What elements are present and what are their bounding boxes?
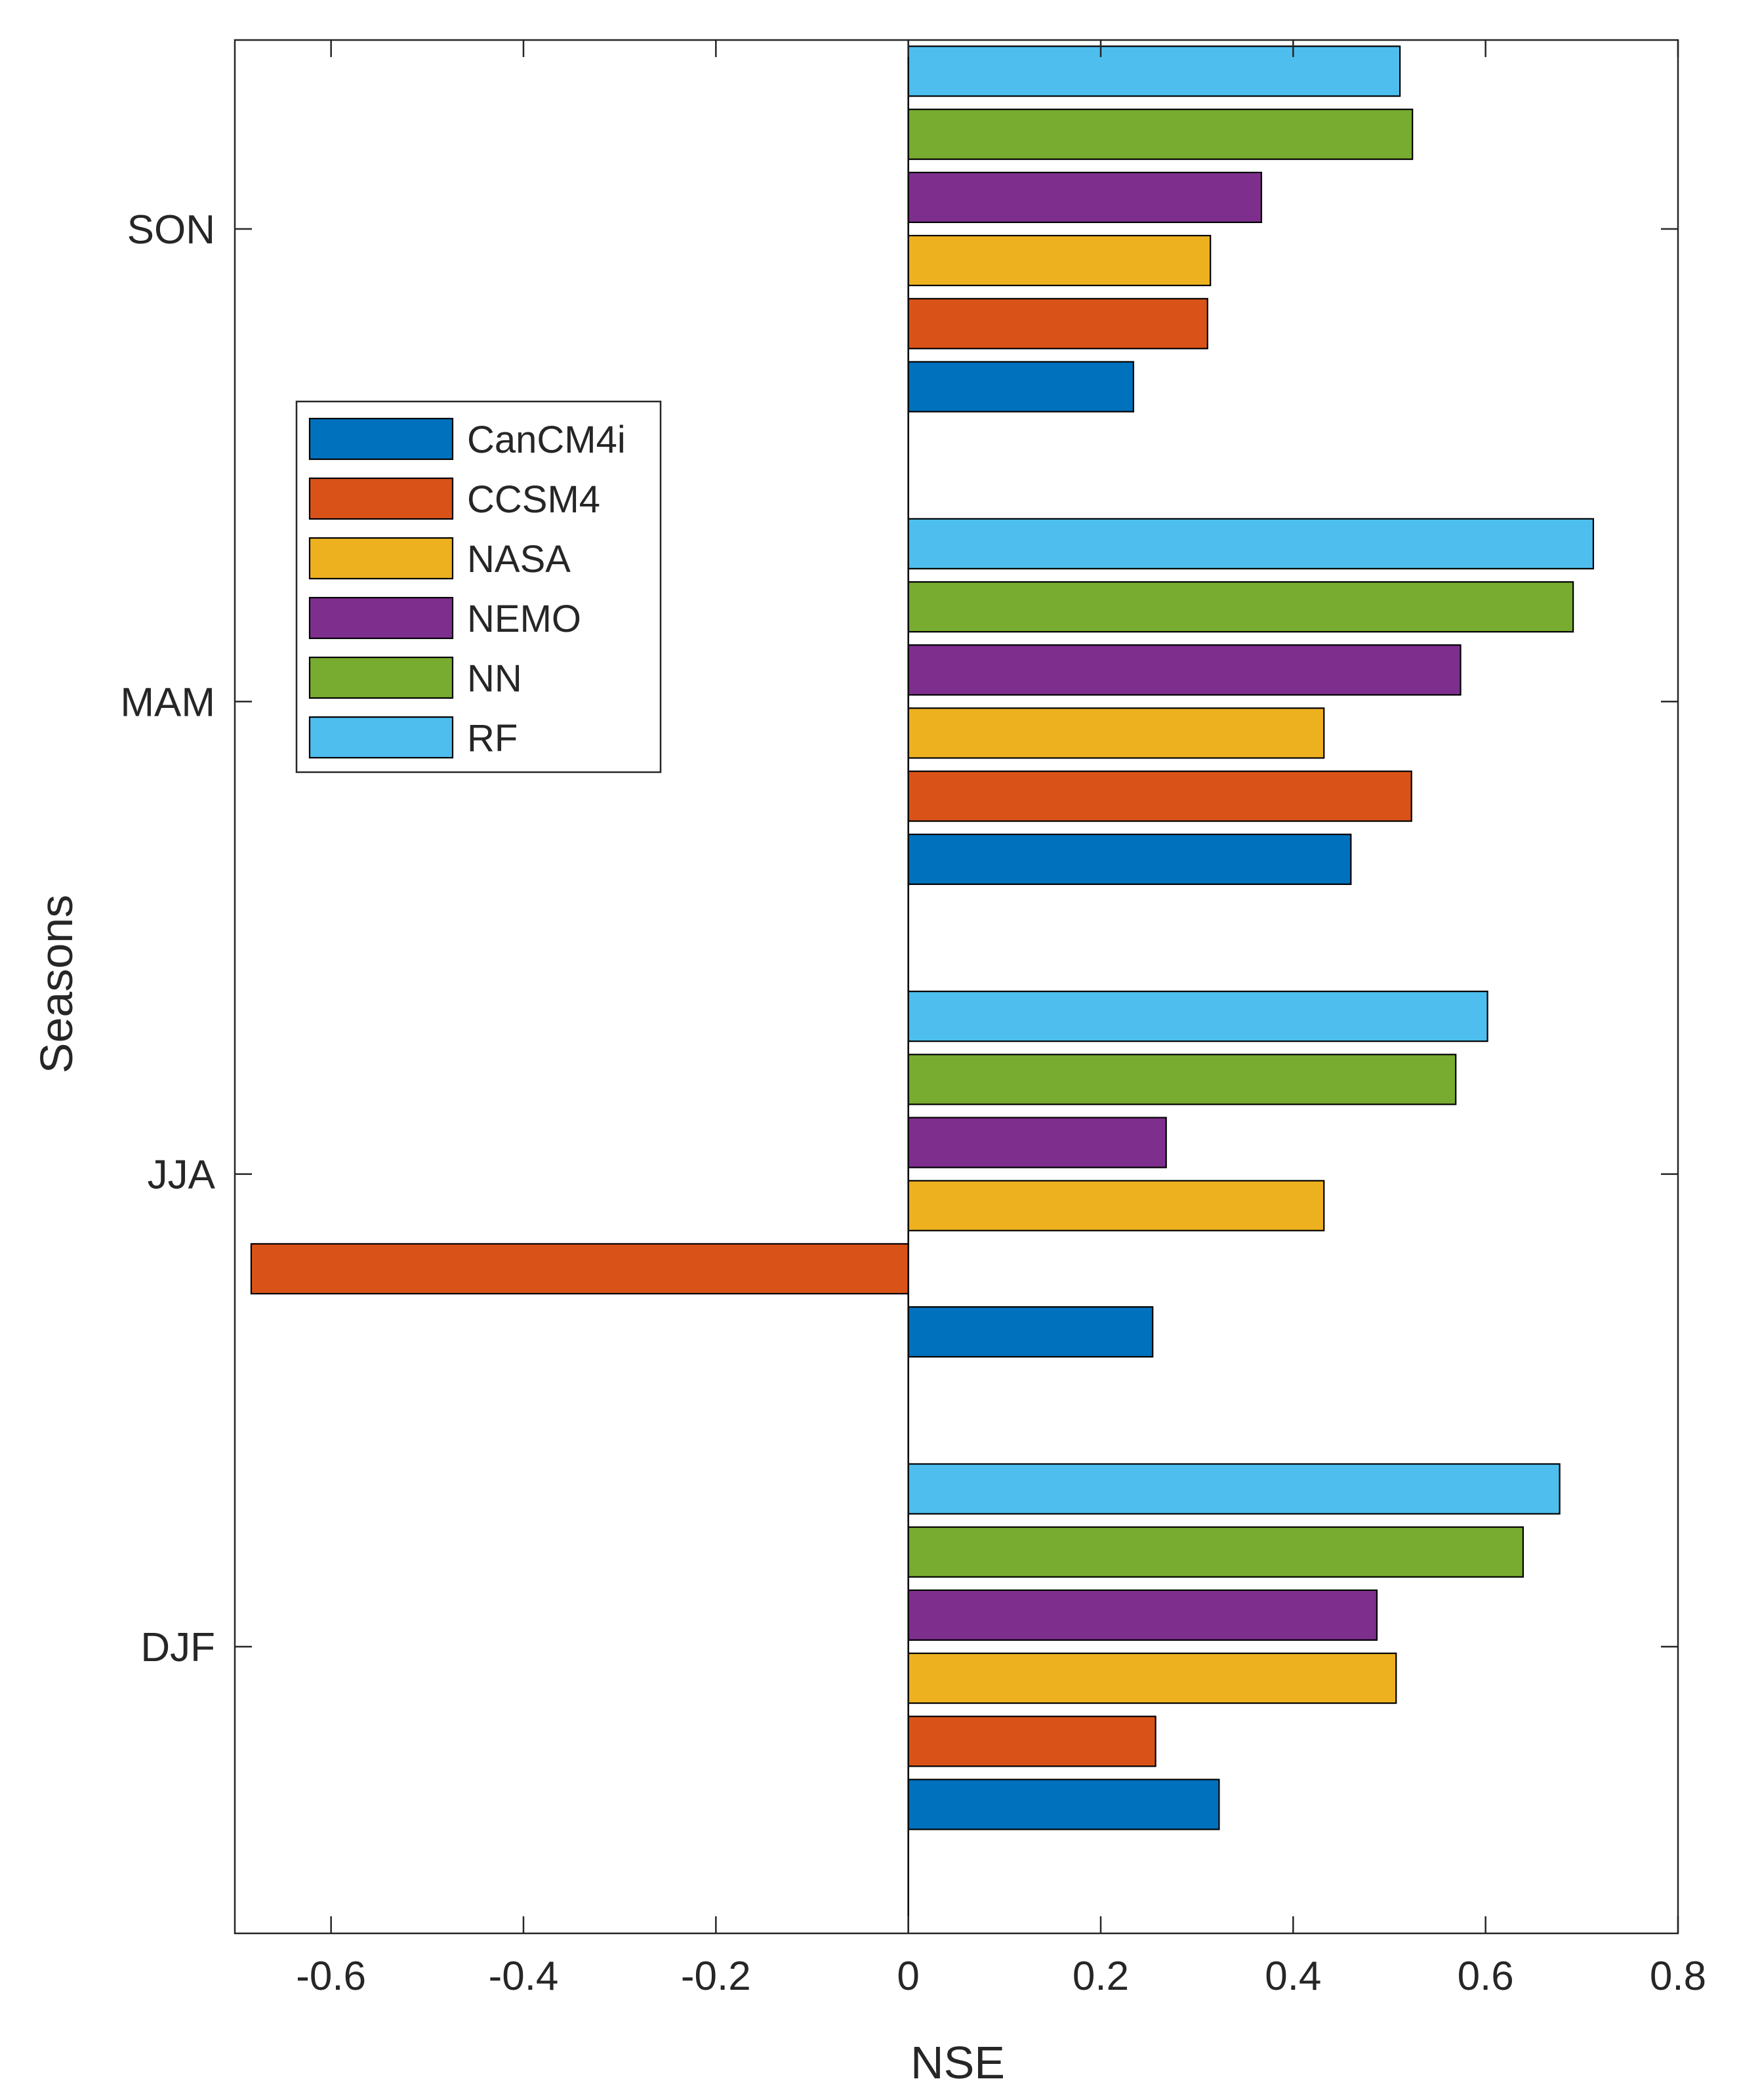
bar-son-cancm4i	[907, 361, 1134, 413]
bar-mam-nn	[907, 581, 1574, 633]
bar-djf-nemo	[907, 1589, 1378, 1641]
bar-jja-ccsm4	[250, 1243, 909, 1295]
bar-jja-cancm4i	[907, 1306, 1154, 1358]
y-tick-label-djf: DJF	[140, 1625, 215, 1670]
legend-label-rf: RF	[467, 717, 518, 760]
bars-layer	[250, 45, 1595, 1830]
legend-swatch-nn	[308, 656, 454, 699]
y-tick-label-mam: MAM	[120, 680, 215, 725]
legend-label-nemo: NEMO	[467, 598, 581, 640]
legend-box	[295, 400, 662, 773]
legend-swatch-cancm4i	[308, 417, 454, 461]
bar-jja-nn	[907, 1054, 1457, 1105]
bar-son-nn	[907, 108, 1414, 160]
bar-son-nemo	[907, 171, 1263, 223]
x-tick-label: 0	[897, 1954, 919, 1999]
bar-son-ccsm4	[907, 298, 1208, 350]
bar-mam-nasa	[907, 707, 1325, 759]
axes-box	[234, 39, 1679, 1935]
bar-djf-ccsm4	[907, 1716, 1156, 1767]
legend-swatch-nemo	[308, 596, 454, 640]
bar-djf-nasa	[907, 1653, 1397, 1704]
bar-mam-rf	[907, 518, 1595, 569]
legend-swatch-ccsm4	[308, 477, 454, 520]
bar-djf-nn	[907, 1526, 1524, 1578]
legend-label-nn: NN	[467, 657, 522, 700]
bar-djf-rf	[907, 1463, 1561, 1515]
x-tick-label: -0.2	[681, 1954, 751, 1999]
bar-mam-nemo	[907, 644, 1462, 696]
x-tick-label: -0.4	[489, 1954, 559, 1999]
x-tick-label: 0.8	[1650, 1954, 1706, 1999]
bar-jja-nemo	[907, 1117, 1167, 1168]
x-tick-label: 0.4	[1265, 1954, 1321, 1999]
bar-jja-nasa	[907, 1180, 1325, 1231]
bar-son-nasa	[907, 235, 1212, 287]
x-tick-label: -0.6	[296, 1954, 366, 1999]
bar-mam-cancm4i	[907, 833, 1352, 885]
bar-mam-ccsm4	[907, 770, 1412, 822]
y-axis-title: Seasons	[31, 895, 82, 1073]
x-tick-label: 0.6	[1458, 1954, 1514, 1999]
legend-swatch-rf	[308, 716, 454, 759]
legend-label-nasa: NASA	[467, 538, 571, 581]
legend-swatch-nasa	[308, 537, 454, 580]
y-tick-label-son: SON	[127, 207, 215, 253]
legend-label-ccsm4: CCSM4	[467, 478, 600, 521]
legend: CanCM4i CCSM4 NASA NEMO NN RF	[295, 400, 662, 773]
x-tick-label: 0.2	[1073, 1954, 1129, 1999]
bar-son-rf	[907, 45, 1401, 97]
y-tick-label-jja: JJA	[148, 1153, 216, 1198]
x-axis-title: NSE	[910, 2037, 1005, 2088]
axes-layer: -0.6 -0.4 -0.2 0 0.2 0.4 0.6 0.8 DJF JJA MAM SON	[120, 39, 1706, 1999]
bar-jja-rf	[907, 991, 1488, 1042]
bar-djf-cancm4i	[907, 1779, 1220, 1830]
legend-label-cancm4i: CanCM4i	[467, 419, 626, 461]
